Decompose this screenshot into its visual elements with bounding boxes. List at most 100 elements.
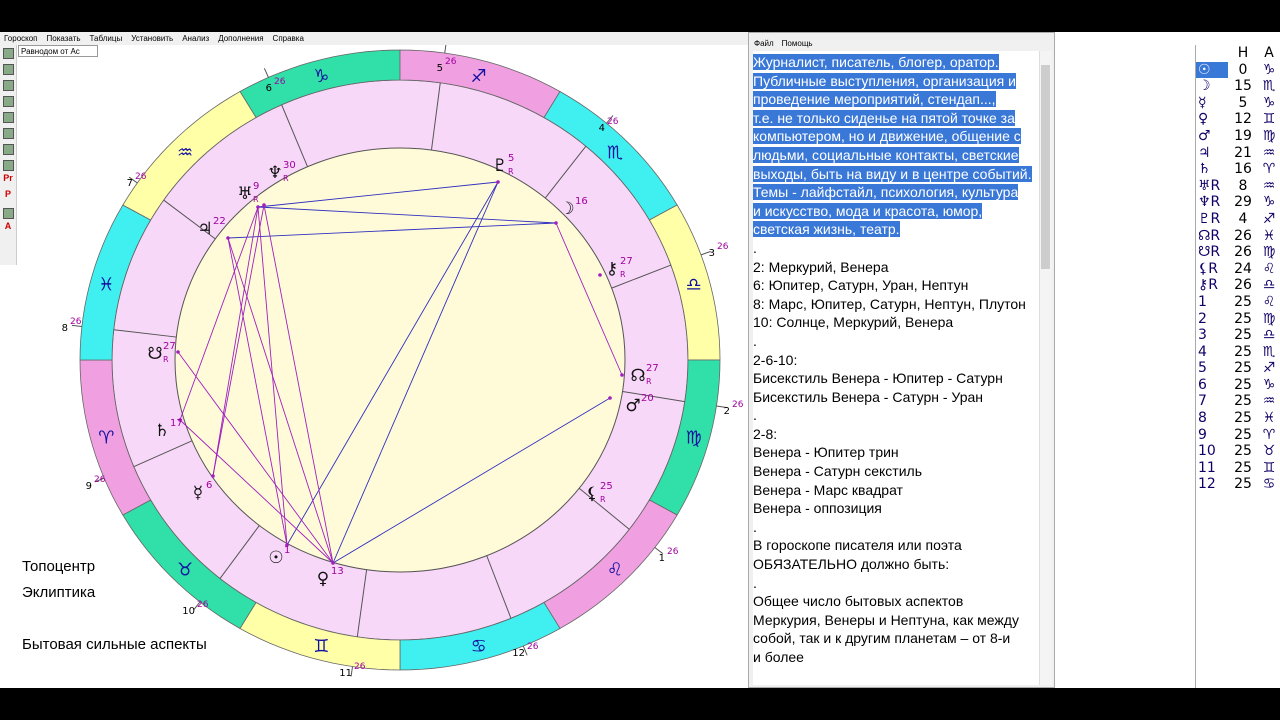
house-cusp <box>356 569 368 637</box>
planet-glyph: ♆ <box>267 163 282 183</box>
table-row[interactable]: 12 25 ♋ <box>1196 476 1280 493</box>
tool-button[interactable]: P <box>4 189 11 199</box>
table-row[interactable]: ♇R 4 ♐ <box>1196 211 1280 228</box>
sign-glyph: ♏ <box>607 142 623 163</box>
table-row[interactable]: ♂ 19 ♍ <box>1196 128 1280 145</box>
table-row[interactable]: 5 25 ♐ <box>1196 360 1280 377</box>
selected-text: Журналист, писатель, блогер, оратор. <box>753 54 999 70</box>
tool-button[interactable] <box>0 93 16 109</box>
table-cell: 25 <box>1234 393 1252 410</box>
header-cell <box>1196 45 1228 62</box>
selected-text: т.е. не только сиденье на пятой точке за <box>753 109 1015 126</box>
tool-button[interactable] <box>0 157 16 173</box>
cusp-tick <box>128 176 138 184</box>
planet-glyph: ⚸ <box>586 484 598 504</box>
tool-button[interactable] <box>0 141 16 157</box>
menu-item[interactable]: Гороскоп <box>4 34 38 43</box>
text-area[interactable]: Журналист, писатель, блогер, оратор. Публ… <box>753 51 1041 685</box>
tool-button[interactable]: Pr <box>3 173 13 183</box>
menu-item[interactable]: Установить <box>131 34 174 43</box>
menu-item[interactable]: Справка <box>272 34 304 43</box>
table-row[interactable]: ☿ 5 ♑ <box>1196 95 1280 112</box>
table-cell: ♍ <box>1262 310 1276 327</box>
table-row[interactable]: ♆R 29 ♑ <box>1196 194 1280 211</box>
text-line: Темы - лайфстайл, психология, культура <box>753 183 1041 202</box>
table-cell: 21 <box>1234 144 1252 161</box>
text-line: 6: Юпитер, Сатурн, Уран, Нептун <box>753 277 969 294</box>
header-cell: A <box>1264 45 1274 61</box>
house-cusp <box>219 525 260 579</box>
table-cell: ♓ <box>1262 410 1276 427</box>
tool-button[interactable] <box>0 205 16 221</box>
house-cusp <box>622 390 685 403</box>
aspect-line <box>212 204 265 477</box>
note: Топоцентр <box>22 558 96 575</box>
table-row[interactable]: 1 25 ♌ <box>1196 294 1280 311</box>
table-row[interactable]: ♀ 12 ♊ <box>1196 111 1280 128</box>
table-cell: ♏ <box>1262 343 1276 360</box>
table-row[interactable]: ⚸R 24 ♌ <box>1196 261 1280 278</box>
table-row[interactable]: 6 25 ♑ <box>1196 377 1280 394</box>
retrograde: R <box>163 355 169 364</box>
table-row[interactable]: ♅R 8 ♒ <box>1196 178 1280 195</box>
tool-button[interactable] <box>0 45 16 61</box>
house-degree: 26 <box>94 475 106 485</box>
table-cell: 7 <box>1198 393 1207 410</box>
planet-glyph: ☿ <box>193 483 203 503</box>
table-cell: ♋ <box>1262 476 1276 493</box>
table-row[interactable]: 4 25 ♏ <box>1196 344 1280 361</box>
table-cell: 25 <box>1234 443 1252 460</box>
menu-item[interactable]: Помощь <box>781 39 813 48</box>
table-row[interactable]: ☽ 15 ♏ <box>1196 78 1280 95</box>
table-row[interactable]: 10 25 ♉ <box>1196 443 1280 460</box>
menu-item[interactable]: Анализ <box>182 34 210 43</box>
table-cell: ♀ <box>1198 111 1209 128</box>
table-row[interactable]: ♃ 21 ♒ <box>1196 145 1280 162</box>
table-row[interactable]: 7 25 ♒ <box>1196 393 1280 410</box>
aspect-line <box>212 206 259 477</box>
table-row[interactable]: ☊R 26 ♓ <box>1196 228 1280 245</box>
table-row[interactable]: ⚷R 26 ♎ <box>1196 277 1280 294</box>
planet-degree: 27 <box>163 341 176 352</box>
aspect-point <box>285 543 289 547</box>
planet-degree: 20 <box>641 393 654 404</box>
menu-item[interactable]: Показать <box>46 34 81 43</box>
aspect-point <box>226 236 230 240</box>
tool-button[interactable] <box>0 61 16 77</box>
scrollbar[interactable] <box>1039 51 1052 685</box>
note: Бытовая сильные аспекты <box>22 636 207 653</box>
menu-item[interactable]: Файл <box>754 39 774 48</box>
tool-button[interactable]: A <box>4 221 12 231</box>
tool-button[interactable] <box>0 125 16 141</box>
table-row[interactable]: 9 25 ♈ <box>1196 427 1280 444</box>
sign-glyph: ♒ <box>177 142 193 163</box>
table-row[interactable]: ☉ 0 ♑ <box>1196 61 1280 79</box>
table-row[interactable]: 2 25 ♍ <box>1196 311 1280 328</box>
table-cell: 24 <box>1234 260 1252 277</box>
sign-glyph: ♐ <box>471 66 487 87</box>
table-cell: 12 <box>1198 476 1216 493</box>
tool-button[interactable] <box>0 109 16 125</box>
aspect-point <box>554 221 558 225</box>
aspect-line <box>555 222 623 376</box>
scroll-thumb[interactable] <box>1041 65 1050 269</box>
menu-bar: Гороскоп Показать Таблицы Установить Анализ Д… <box>0 32 748 45</box>
menu-item[interactable]: Таблицы <box>89 34 123 43</box>
tool-button[interactable] <box>0 77 16 93</box>
table-cell: 19 <box>1234 127 1252 144</box>
table-row[interactable]: 8 25 ♓ <box>1196 410 1280 427</box>
cusp-tick <box>654 547 664 554</box>
menu-item[interactable]: Дополнения <box>218 34 264 43</box>
combo-box[interactable]: Равнодом от Ас <box>18 45 98 57</box>
table-row[interactable]: 11 25 ♊ <box>1196 460 1280 477</box>
table-row[interactable]: ♄ 16 ♈ <box>1196 161 1280 178</box>
table-cell: 0 <box>1238 61 1248 78</box>
table-cell: ♄ <box>1198 161 1211 178</box>
table-row[interactable]: ☋R 26 ♍ <box>1196 244 1280 261</box>
table-cell: 25 <box>1234 476 1252 493</box>
table-cell: 25 <box>1234 293 1252 310</box>
table-cell: ♃ <box>1198 144 1211 161</box>
table-cell: ♓ <box>1262 227 1276 244</box>
table-row[interactable]: 3 25 ♎ <box>1196 327 1280 344</box>
